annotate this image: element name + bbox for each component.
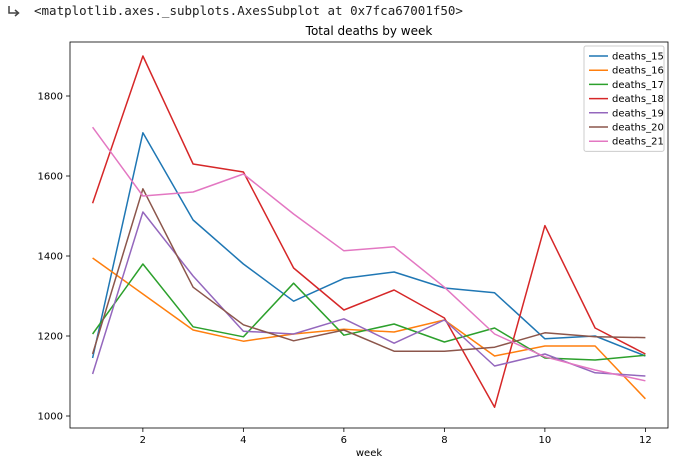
axes-frame: [69, 41, 669, 429]
line-chart: Total deaths by week 2 4 6 8 10 12 1000 1200 140…: [38, 24, 669, 459]
x-tick-label: 12: [639, 435, 652, 446]
series-line-deaths_19: [91, 211, 646, 377]
x-tick-label: 2: [140, 435, 146, 446]
y-tick-label: 1400: [38, 252, 63, 263]
legend-label: deaths_15: [612, 52, 664, 63]
series-line-deaths_16: [92, 257, 646, 400]
series-line-deaths_21: [91, 126, 646, 382]
x-axis-label: week: [356, 448, 382, 459]
series-line-deaths_15: [91, 132, 646, 359]
legend-label: deaths_18: [612, 94, 664, 105]
series-line-deaths_20: [91, 188, 646, 355]
x-tick-label: 4: [240, 435, 246, 446]
y-tick-label: 1800: [38, 92, 63, 103]
legend-label: deaths_16: [612, 66, 664, 77]
x-tick-label: 6: [341, 435, 347, 446]
legend-label: deaths_19: [612, 108, 664, 119]
y-tick-label: 1600: [38, 172, 63, 183]
y-tick-label: 1000: [38, 412, 63, 423]
x-tick-label: 8: [441, 435, 447, 446]
output-repr-text: <matplotlib.axes._subplots.AxesSubplot a…: [34, 3, 463, 18]
series-line-deaths_18: [91, 55, 646, 408]
plot-area: 2 4 6 8 10 12 1000 1200 1400 1600 1800 deaths_15dea…: [38, 41, 669, 446]
y-tick-label: 1200: [38, 332, 63, 343]
output-arrow-icon[interactable]: [6, 4, 22, 20]
chart-title: Total deaths by week: [305, 24, 433, 38]
legend-label: deaths_20: [612, 123, 664, 134]
cell-output-row: <matplotlib.axes._subplots.AxesSubplot a…: [0, 0, 680, 22]
legend-box: [583, 45, 665, 152]
legend-label: deaths_17: [612, 80, 664, 91]
x-tick-label: 10: [539, 435, 552, 446]
legend-label: deaths_21: [612, 137, 664, 148]
